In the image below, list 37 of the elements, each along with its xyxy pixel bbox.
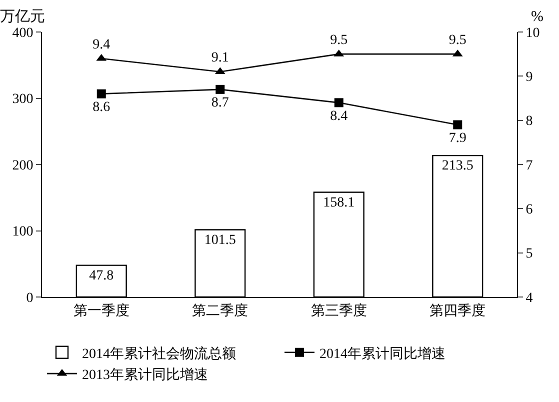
y2-axis-title: % — [531, 9, 544, 25]
y-tick-label: 200 — [12, 158, 34, 174]
y2-tick-label: 9 — [526, 70, 533, 86]
data-label: 9.5 — [448, 32, 466, 48]
x-tick-label: 第四季度 — [430, 302, 486, 319]
x-tick-label: 第三季度 — [310, 302, 367, 319]
point — [96, 89, 106, 98]
point — [453, 120, 462, 130]
data-label: 7.9 — [448, 130, 466, 146]
y-tick-label: 300 — [12, 92, 34, 108]
y-tick-label: 400 — [12, 26, 34, 41]
y2-tick-label: 4 — [526, 290, 533, 306]
data-label: 47.8 — [89, 268, 114, 284]
legend-label: 2014年累计同比增速 — [320, 346, 446, 362]
data-label: 9.4 — [92, 37, 110, 52]
legend-label: 2013年累计同比增速 — [82, 367, 208, 384]
y2-tick-label: 8 — [526, 114, 533, 130]
y-tick-label: 0 — [26, 290, 34, 306]
data-label: 9.1 — [211, 50, 229, 66]
data-label: 213.5 — [442, 158, 474, 174]
point — [216, 84, 225, 94]
y2-tick-label: 5 — [526, 246, 533, 262]
y2-tick-label: 7 — [526, 158, 533, 174]
data-label: 9.5 — [330, 32, 348, 48]
data-label: 8.6 — [92, 100, 110, 115]
point — [334, 98, 344, 108]
data-label: 101.5 — [204, 232, 236, 248]
y-tick-label: 100 — [12, 224, 34, 240]
y2-tick-label: 6 — [526, 202, 533, 218]
legend-label: 2014年累计社会物流总额 — [82, 346, 236, 362]
data-label: 8.4 — [330, 108, 348, 124]
data-label: 158.1 — [323, 195, 355, 210]
y2-tick-label: 10 — [526, 26, 540, 41]
data-label: 8.7 — [211, 96, 229, 111]
x-tick-label: 第一季度 — [73, 302, 130, 319]
y-axis-title: 万亿元 — [0, 9, 45, 25]
x-tick-label: 第二季度 — [192, 302, 248, 319]
